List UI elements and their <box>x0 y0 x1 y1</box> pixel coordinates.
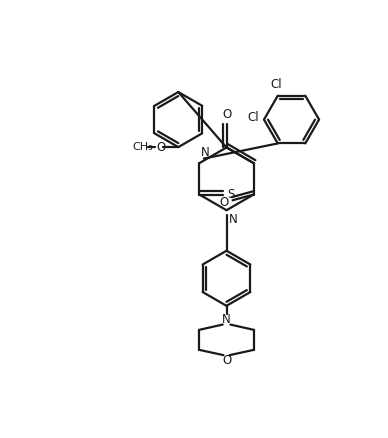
Text: O: O <box>156 141 166 154</box>
Text: Cl: Cl <box>248 111 260 124</box>
Text: O: O <box>220 196 229 208</box>
Text: O: O <box>222 108 231 121</box>
Text: N: N <box>229 213 237 226</box>
Text: S: S <box>227 188 234 201</box>
Text: O: O <box>222 354 231 367</box>
Text: N: N <box>222 313 231 326</box>
Text: Cl: Cl <box>270 78 282 91</box>
Text: CH₃: CH₃ <box>133 142 154 152</box>
Text: N: N <box>201 146 210 159</box>
